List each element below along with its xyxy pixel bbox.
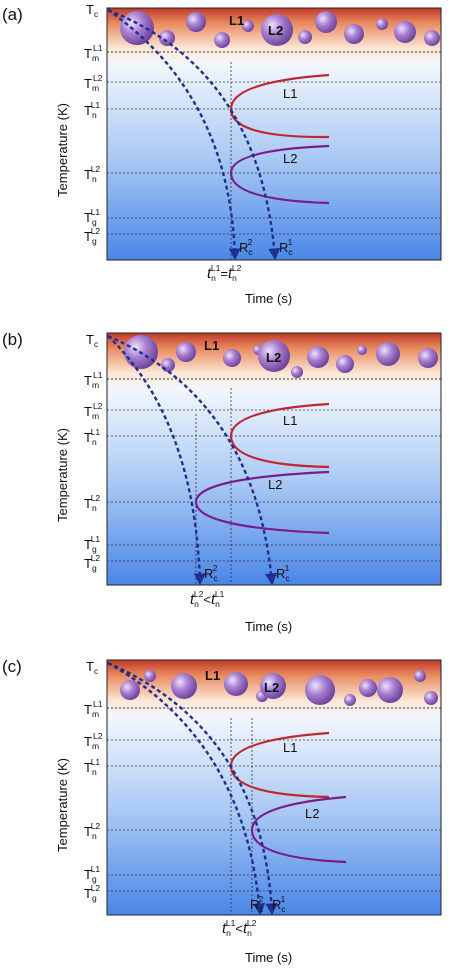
l2-ttt-curve xyxy=(194,470,330,535)
rc1-label: Rc1 xyxy=(279,237,293,257)
liquid-bubbles xyxy=(124,335,438,378)
l1-curve-label: L1 xyxy=(283,740,297,755)
liquid-l1-label: L1 xyxy=(204,338,219,353)
nucleation-time-relation: tnL2<tnL1 xyxy=(190,589,225,609)
svg-text:TnL1: TnL1 xyxy=(84,427,100,447)
cooling-path-rc2 xyxy=(107,335,206,586)
svg-text:Tc: Tc xyxy=(86,2,99,19)
svg-text:TmL2: TmL2 xyxy=(84,401,103,421)
panel-a: (a) L1 L2 L1 L2 xyxy=(2,2,442,306)
liquid-l2-label: L2 xyxy=(264,680,279,695)
l1-curve-label: L1 xyxy=(283,86,297,101)
y-axis-label: Temperature (K) xyxy=(55,103,70,197)
temperature-guides xyxy=(107,707,441,915)
cooling-path-rc1 xyxy=(107,334,278,586)
svg-text:TnL2: TnL2 xyxy=(84,164,100,184)
svg-text:TmL2: TmL2 xyxy=(84,73,103,93)
rc2-label: Rc2 xyxy=(204,563,218,583)
l2-ttt-curve xyxy=(229,144,330,205)
liquid-bubbles xyxy=(120,11,440,48)
temperature-guides xyxy=(107,51,441,260)
panel-b: (b) L1 L2 L1 xyxy=(2,330,442,634)
nucleation-time-relation: tnL1=tnL2 xyxy=(207,263,242,283)
svg-text:TnL1: TnL1 xyxy=(84,100,100,120)
l1-curve-label: L1 xyxy=(283,413,297,428)
x-axis-label: Time (s) xyxy=(245,950,292,965)
svg-text:TgL2: TgL2 xyxy=(84,226,100,246)
plot-area xyxy=(106,659,442,916)
nucleation-time-relation: tnL1<tnL2 xyxy=(222,918,257,938)
svg-text:Tc: Tc xyxy=(86,332,99,349)
svg-text:TmL1: TmL1 xyxy=(84,699,103,719)
l1-ttt-curve xyxy=(229,402,330,469)
cooling-path-rc2 xyxy=(107,661,266,916)
svg-text:Tc: Tc xyxy=(86,659,99,676)
l2-curve-label: L2 xyxy=(305,806,319,821)
cooling-path-rc1 xyxy=(107,661,278,916)
y-axis-label: Temperature (K) xyxy=(55,428,70,522)
svg-text:TmL1: TmL1 xyxy=(84,370,103,390)
panel-c: (c) L1 L2 L1 xyxy=(2,657,442,965)
rc1-label: Rc1 xyxy=(276,563,290,583)
liquid-l1-label: L1 xyxy=(205,668,220,683)
panel-label: (b) xyxy=(2,330,23,349)
svg-text:TnL1: TnL1 xyxy=(84,757,100,777)
l1-ttt-curve xyxy=(229,73,330,139)
l2-curve-label: L2 xyxy=(268,477,282,492)
svg-text:TnL2: TnL2 xyxy=(84,493,100,513)
svg-text:TgL1: TgL1 xyxy=(84,534,100,554)
svg-text:TgL2: TgL2 xyxy=(84,883,100,903)
x-axis-label: Time (s) xyxy=(245,619,292,634)
y-tick-labels: Tc TmL1 TmL2 TnL1 TnL2 TgL1 TgL2 xyxy=(84,2,103,246)
l2-curve-label: L2 xyxy=(283,151,297,166)
liquid-bubbles xyxy=(120,670,438,706)
cooling-path-rc2 xyxy=(107,9,241,261)
cooling-path-rc1 xyxy=(107,8,281,261)
liquid-l2-label: L2 xyxy=(268,23,283,38)
plot-area xyxy=(106,332,442,586)
y-tick-labels: Tc TmL1 TmL2 TnL1 TnL2 TgL1 TgL2 xyxy=(84,659,103,903)
liquid-l1-label: L1 xyxy=(229,13,244,28)
svg-text:TmL2: TmL2 xyxy=(84,731,103,751)
svg-text:TnL2: TnL2 xyxy=(84,821,100,841)
l2-ttt-curve xyxy=(250,795,347,864)
x-axis-label: Time (s) xyxy=(245,291,292,306)
y-tick-labels: Tc TmL1 TmL2 TnL1 TnL2 TgL1 TgL2 xyxy=(84,332,103,573)
y-axis-label: Temperature (K) xyxy=(55,758,70,852)
rc1-label: Rc1 xyxy=(272,894,286,914)
rc2-label: Rc2 xyxy=(250,894,264,914)
panel-label: (c) xyxy=(2,657,22,676)
svg-text:TgL2: TgL2 xyxy=(84,553,100,573)
panel-label: (a) xyxy=(2,5,23,24)
svg-text:TgL1: TgL1 xyxy=(84,864,100,884)
svg-text:TmL1: TmL1 xyxy=(84,43,103,63)
liquid-l2-label: L2 xyxy=(266,350,281,365)
svg-text:TgL1: TgL1 xyxy=(84,207,100,227)
rc2-label: Rc2 xyxy=(239,237,253,257)
